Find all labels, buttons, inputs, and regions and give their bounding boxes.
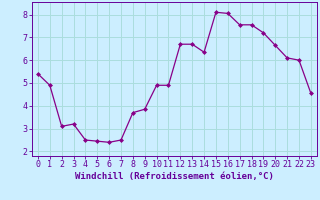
X-axis label: Windchill (Refroidissement éolien,°C): Windchill (Refroidissement éolien,°C) <box>75 172 274 181</box>
